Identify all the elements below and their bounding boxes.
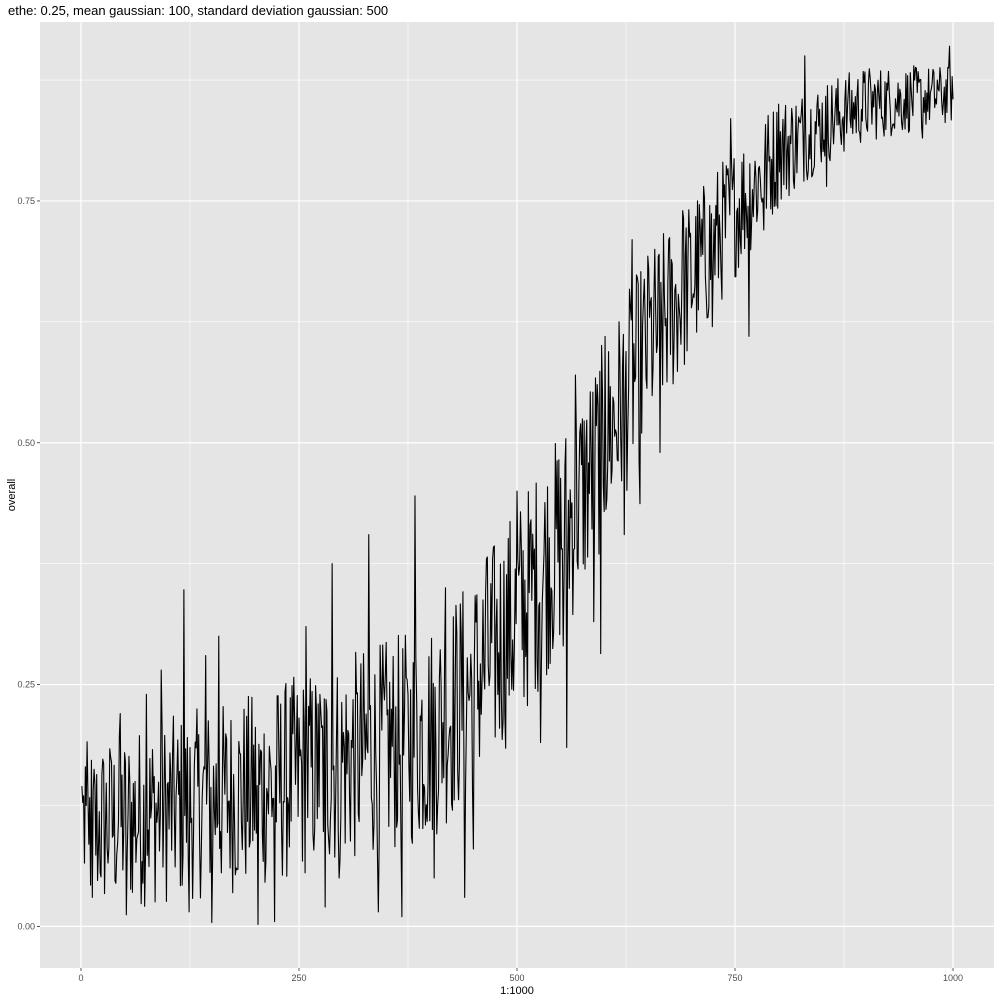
y-tick-label: 0.00 [17, 921, 35, 931]
x-tick-label: 500 [509, 973, 524, 983]
y-tick-label: 0.75 [17, 196, 35, 206]
x-tick-label: 0 [78, 973, 83, 983]
x-axis: 0 250 500 750 1000 [78, 968, 963, 983]
x-tick-label: 250 [291, 973, 306, 983]
series-line [81, 45, 954, 926]
y-axis: 0.00 0.25 0.50 0.75 [17, 196, 40, 931]
y-axis-title: overall [6, 479, 18, 511]
x-tick-label: 1000 [943, 973, 963, 983]
y-tick-label: 0.50 [17, 438, 35, 448]
chart-title: ethe: 0.25, mean gaussian: 100, standard… [8, 3, 388, 18]
y-tick-label: 0.25 [17, 680, 35, 690]
x-tick-label: 750 [727, 973, 742, 983]
x-axis-title: 1:1000 [500, 985, 534, 997]
